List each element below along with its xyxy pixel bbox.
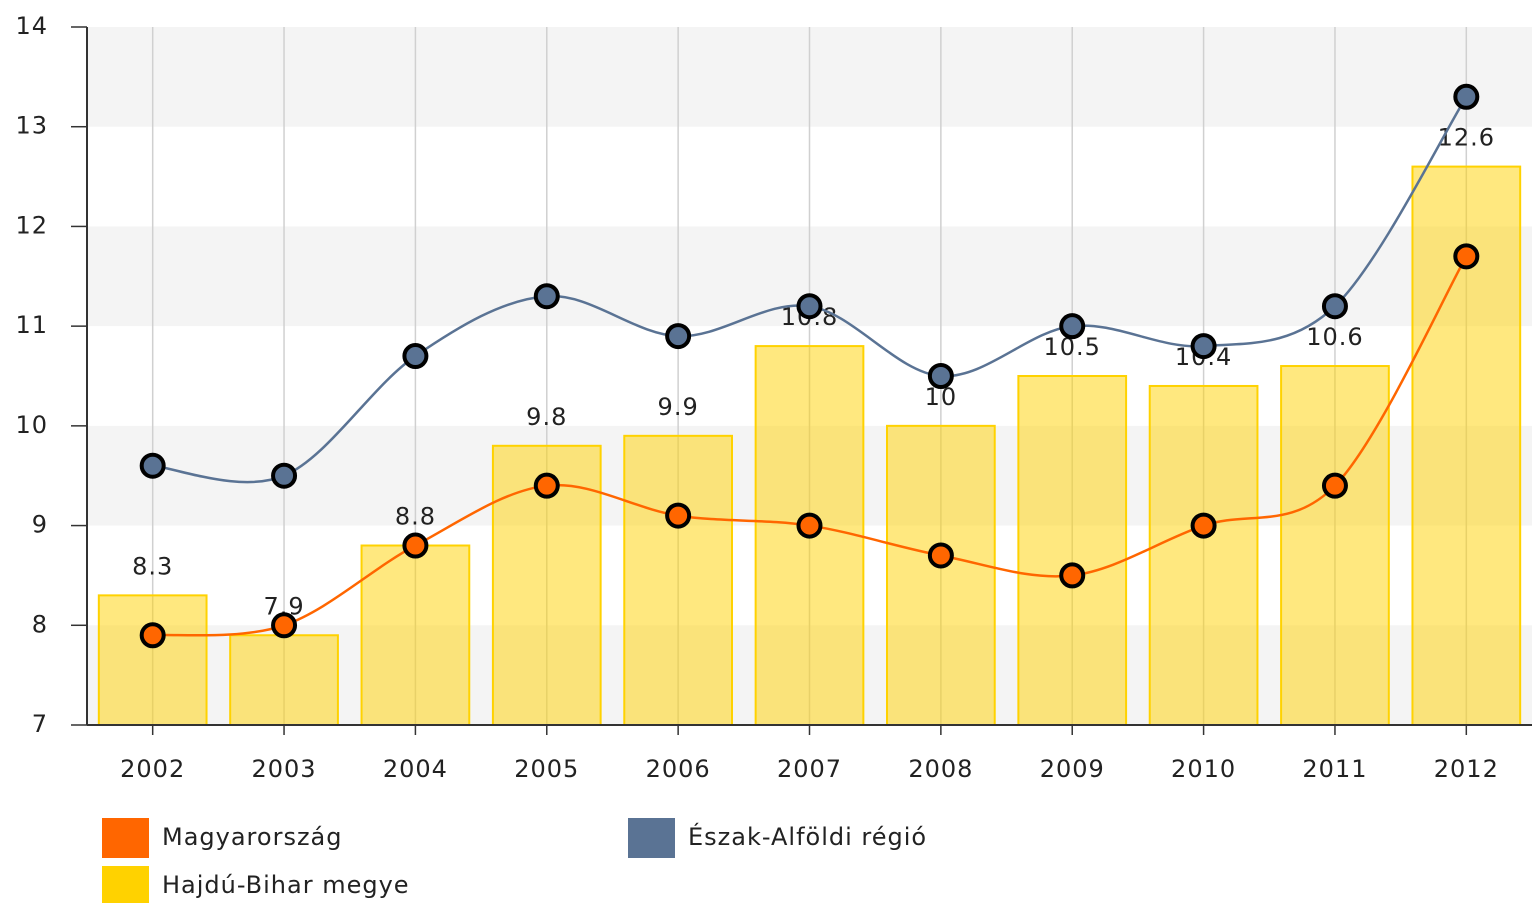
y-tick-label: 10 (15, 411, 48, 439)
data-label: 10.6 (1306, 323, 1363, 351)
marker (1190, 333, 1217, 360)
x-tick-label: 2012 (1434, 755, 1499, 783)
marker (927, 363, 954, 389)
legend-label: Észak-Alföldi régió (688, 822, 927, 851)
marker (796, 293, 823, 320)
y-tick-label: 14 (15, 12, 48, 40)
bar (1148, 384, 1259, 726)
x-tick-label: 2005 (514, 755, 579, 783)
marker (402, 343, 429, 370)
marker (1059, 562, 1086, 589)
marker (665, 502, 692, 529)
marker (1059, 313, 1086, 340)
marker (533, 283, 560, 310)
bar (229, 634, 339, 726)
data-label: 8.3 (132, 552, 173, 580)
bar (623, 434, 733, 726)
marker (533, 472, 560, 499)
marker (927, 542, 954, 569)
bar (97, 594, 208, 726)
marker (796, 512, 823, 539)
marker (1321, 293, 1348, 320)
legend-swatch (628, 818, 675, 858)
marker (402, 532, 429, 559)
x-tick-label: 2009 (1040, 755, 1105, 783)
bar (1017, 375, 1128, 726)
legend-label: Magyarország (162, 823, 343, 851)
x-tick-label: 2003 (252, 755, 317, 783)
marker (271, 612, 298, 639)
x-tick-label: 2002 (120, 755, 185, 783)
y-tick-label: 13 (15, 112, 48, 140)
bar (360, 544, 471, 726)
x-tick-label: 2004 (383, 755, 448, 783)
data-label: 9.9 (658, 393, 699, 421)
marker (271, 462, 298, 489)
x-tick-label: 2008 (908, 755, 973, 783)
marker (1190, 512, 1217, 539)
marker (1321, 472, 1348, 499)
legend-swatch (102, 866, 149, 903)
marker (665, 323, 692, 350)
data-label: 8.8 (395, 503, 436, 531)
legend-label: Hajdú-Bihar megye (162, 871, 410, 899)
marker (1453, 243, 1480, 270)
marker (139, 622, 166, 649)
bar (886, 424, 996, 726)
y-tick-label: 8 (32, 610, 48, 638)
legend-swatch (102, 818, 149, 858)
x-tick-label: 2010 (1171, 755, 1236, 783)
bar (1280, 365, 1390, 726)
x-tick-label: 2007 (777, 755, 842, 783)
y-tick-label: 12 (15, 211, 48, 239)
data-label: 12.6 (1438, 124, 1495, 152)
y-tick-label: 11 (15, 311, 48, 339)
data-label: 9.8 (526, 403, 567, 431)
marker (139, 452, 166, 479)
x-tick-label: 2006 (646, 755, 711, 783)
marker (1453, 83, 1480, 110)
y-tick-label: 9 (32, 511, 48, 539)
y-tick-label: 7 (32, 710, 48, 738)
x-tick-label: 2011 (1302, 755, 1367, 783)
